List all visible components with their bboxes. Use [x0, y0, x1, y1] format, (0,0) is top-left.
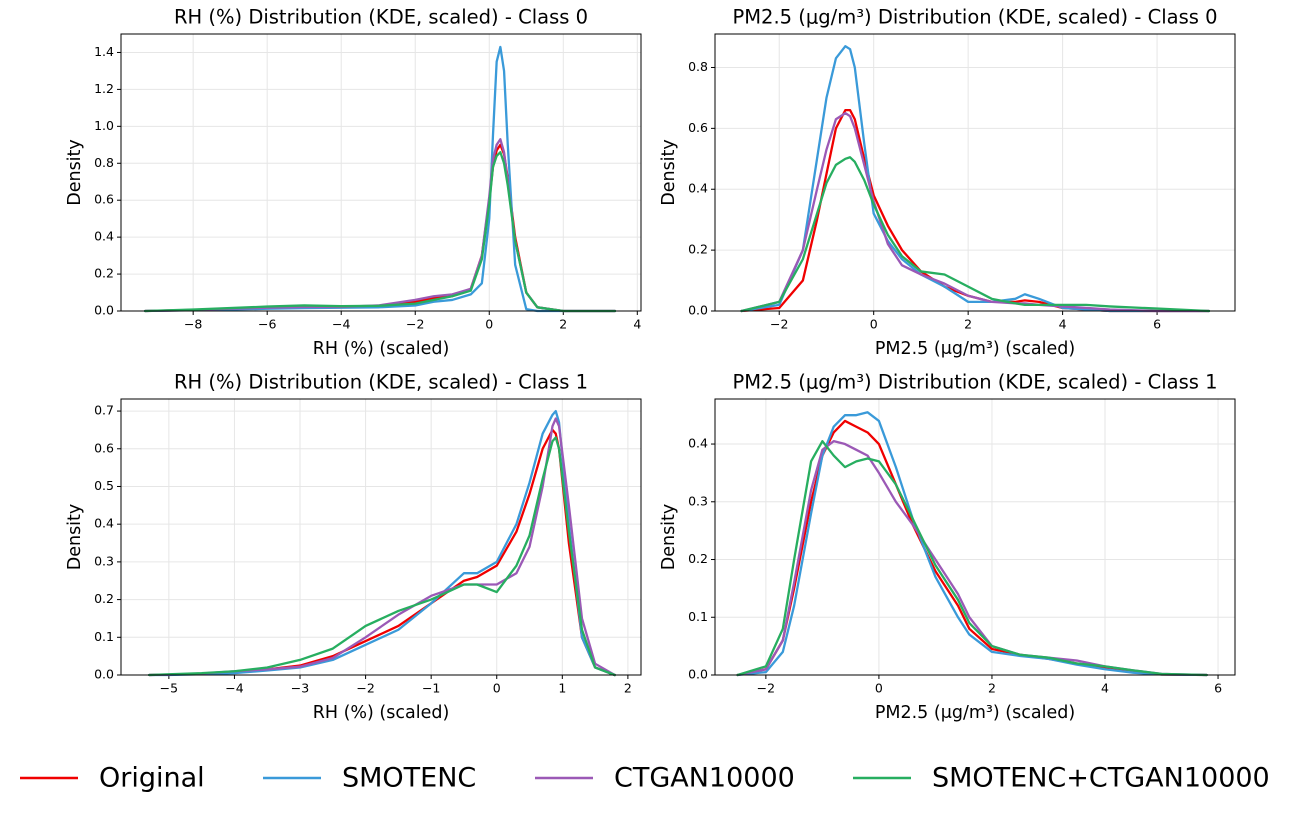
kde-line: [740, 156, 1211, 313]
kde-line: [148, 409, 616, 677]
subplot-title: RH (%) Distribution (KDE, scaled) - Clas…: [174, 6, 588, 29]
subplot-title: PM2.5 (μg/m³) Distribution (KDE, scaled)…: [732, 6, 1217, 29]
kde-line: [740, 45, 1211, 313]
y-tick-label: 0.0: [688, 667, 708, 682]
y-axis-label: Density: [659, 139, 679, 206]
y-tick-label: 0.0: [94, 303, 114, 318]
y-tick-label: 1.4: [94, 44, 114, 59]
legend-label: CTGAN10000: [614, 763, 795, 794]
subplot: −2 0 2 4 6 0.0 0.2 0.4 0.6 0.8 PM2.5 (μg/m³) Distr…: [659, 6, 1236, 359]
y-tick-label: 0.7: [94, 403, 114, 418]
x-axis-label: PM2.5 (μg/m³) (scaled): [875, 339, 1075, 359]
x-tick-label: −1: [422, 681, 440, 696]
x-tick-label: 2: [624, 681, 632, 696]
y-tick-label: 0.4: [688, 181, 708, 196]
x-tick-label: 0: [485, 317, 493, 332]
y-tick-label: 0.0: [688, 303, 708, 318]
x-tick-label: 4: [1059, 317, 1067, 332]
x-axis-label: RH (%) (scaled): [313, 339, 450, 359]
x-tick-label: 1: [558, 681, 566, 696]
y-tick-label: 0.6: [94, 192, 114, 207]
kde-line: [148, 436, 616, 677]
y-tick-label: 0.1: [688, 609, 708, 624]
x-tick-label: 0: [875, 681, 883, 696]
kde-line: [143, 45, 617, 313]
x-tick-label: −6: [258, 317, 276, 332]
kde-line: [143, 143, 617, 313]
y-tick-label: 0.6: [688, 120, 708, 135]
legend: Original SMOTENC CTGAN10000 SMOTENC+CTGAN10…: [20, 763, 1270, 794]
kde-line: [736, 411, 1208, 677]
x-tick-label: −2: [356, 681, 374, 696]
axes-frame: [714, 398, 1236, 676]
y-tick-label: 0.1: [94, 629, 114, 644]
y-tick-label: 1.0: [94, 118, 114, 133]
x-tick-label: −2: [406, 317, 424, 332]
legend-label: Original: [99, 763, 205, 794]
x-tick-label: 2: [559, 317, 567, 332]
kde-line: [736, 440, 1208, 677]
y-tick-label: 0.0: [94, 667, 114, 682]
x-axis-label: PM2.5 (μg/m³) (scaled): [875, 703, 1075, 723]
x-tick-label: 6: [1214, 681, 1222, 696]
y-axis-label: Density: [65, 139, 85, 206]
subplot-title: PM2.5 (μg/m³) Distribution (KDE, scaled)…: [732, 371, 1217, 394]
y-tick-label: 0.3: [688, 493, 708, 508]
y-tick-label: 0.6: [94, 440, 114, 455]
y-tick-label: 0.3: [94, 553, 114, 568]
x-tick-label: −4: [225, 681, 243, 696]
y-tick-label: 0.2: [94, 266, 114, 281]
kde-line: [736, 440, 1208, 677]
legend-label: SMOTENC+CTGAN10000: [932, 763, 1270, 794]
y-axis-label: Density: [659, 504, 679, 571]
x-tick-label: −2: [757, 681, 775, 696]
y-tick-label: 0.4: [94, 516, 114, 531]
x-tick-label: −8: [184, 317, 202, 332]
y-tick-label: 0.8: [94, 155, 114, 170]
y-tick-label: 1.2: [94, 81, 114, 96]
kde-line: [740, 111, 1211, 313]
axes-frame: [120, 398, 642, 676]
x-tick-label: 0: [870, 317, 878, 332]
kde-line: [143, 151, 617, 313]
x-tick-label: 0: [493, 681, 501, 696]
subplot: −5 −4 −3 −2 −1 0 1 2 0.0 0.1 0.2 0.3 0.4 0.5 0.6 0.7 RH …: [65, 371, 642, 723]
subplot: −2 0 2 4 6 0.0 0.1 0.2 0.3 0.4 PM2.5 (μg/m³) Distr…: [659, 371, 1236, 723]
legend-label: SMOTENC: [342, 763, 476, 794]
axes-frame: [714, 33, 1236, 312]
x-tick-label: −3: [291, 681, 309, 696]
y-tick-label: 0.4: [94, 229, 114, 244]
x-tick-label: 4: [633, 317, 641, 332]
kde-line: [143, 138, 617, 313]
x-tick-label: −4: [332, 317, 350, 332]
y-tick-label: 0.2: [94, 591, 114, 606]
y-tick-label: 0.4: [688, 436, 708, 451]
x-axis-label: RH (%) (scaled): [313, 703, 450, 723]
axes-frame: [120, 33, 642, 312]
y-tick-label: 0.8: [688, 59, 708, 74]
y-tick-label: 0.2: [688, 551, 708, 566]
y-tick-label: 0.2: [688, 242, 708, 257]
subplot-title: RH (%) Distribution (KDE, scaled) - Clas…: [174, 371, 588, 394]
y-tick-label: 0.5: [94, 478, 114, 493]
x-tick-label: 6: [1153, 317, 1161, 332]
subplot: −8 −6 −4 −2 0 2 4 0.0 0.2 0.4 0.6 0.8 1.0 1.2 1.4 RH (%…: [65, 6, 642, 359]
y-axis-label: Density: [65, 504, 85, 571]
x-tick-label: −2: [770, 317, 788, 332]
x-tick-label: 2: [988, 681, 996, 696]
x-tick-label: −5: [160, 681, 178, 696]
x-tick-label: 2: [964, 317, 972, 332]
x-tick-label: 4: [1101, 681, 1109, 696]
